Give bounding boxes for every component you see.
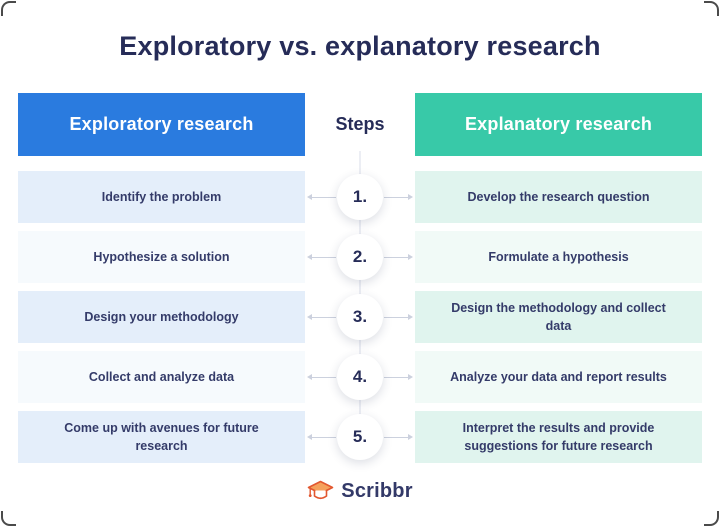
arrow-right-icon xyxy=(384,373,413,380)
steps-rows: Identify the problem 1. Develop the rese… xyxy=(18,151,702,463)
arrow-left-icon xyxy=(307,313,336,320)
explanatory-step-2: Formulate a hypothesis xyxy=(415,231,702,283)
comparison-board: Exploratory research Steps Explanatory r… xyxy=(18,93,702,463)
explanatory-column-header: Explanatory research xyxy=(415,93,702,156)
corner-mark xyxy=(1,511,16,526)
exploratory-step-2: Hypothesize a solution xyxy=(18,231,305,283)
step-number-badge: 2. xyxy=(337,234,383,280)
arrow-right-icon xyxy=(384,193,413,200)
explanatory-step-5: Interpret the results and provide sugges… xyxy=(415,411,702,463)
step-number-badge: 4. xyxy=(337,354,383,400)
exploratory-step-5: Come up with avenues for future research xyxy=(18,411,305,463)
step-connector-1: 1. xyxy=(305,171,415,223)
graduation-cap-icon xyxy=(307,480,334,503)
step-connector-3: 3. xyxy=(305,291,415,343)
arrow-right-icon xyxy=(384,433,413,440)
arrow-right-icon xyxy=(384,313,413,320)
step-number-badge: 1. xyxy=(337,174,383,220)
exploratory-step-1: Identify the problem xyxy=(18,171,305,223)
explanatory-step-1: Develop the research question xyxy=(415,171,702,223)
corner-mark xyxy=(1,1,16,16)
explanatory-step-4: Analyze your data and report results xyxy=(415,351,702,403)
brand-footer: Scribbr xyxy=(0,480,720,503)
brand-name: Scribbr xyxy=(341,480,413,502)
arrow-left-icon xyxy=(307,433,336,440)
arrow-right-icon xyxy=(384,253,413,260)
exploratory-column-header: Exploratory research xyxy=(18,93,305,156)
step-number-badge: 5. xyxy=(337,414,383,460)
arrow-left-icon xyxy=(307,373,336,380)
step-connector-5: 5. xyxy=(305,411,415,463)
arrow-left-icon xyxy=(307,253,336,260)
header-row: Exploratory research Steps Explanatory r… xyxy=(18,93,702,156)
step-connector-2: 2. xyxy=(305,231,415,283)
arrow-left-icon xyxy=(307,193,336,200)
exploratory-step-4: Collect and analyze data xyxy=(18,351,305,403)
explanatory-step-3: Design the methodology and collect data xyxy=(415,291,702,343)
step-number-badge: 3. xyxy=(337,294,383,340)
corner-mark xyxy=(704,1,719,16)
page-title: Exploratory vs. explanatory research xyxy=(119,31,601,61)
steps-column-header: Steps xyxy=(335,114,385,134)
exploratory-step-3: Design your methodology xyxy=(18,291,305,343)
corner-mark xyxy=(704,511,719,526)
step-connector-4: 4. xyxy=(305,351,415,403)
